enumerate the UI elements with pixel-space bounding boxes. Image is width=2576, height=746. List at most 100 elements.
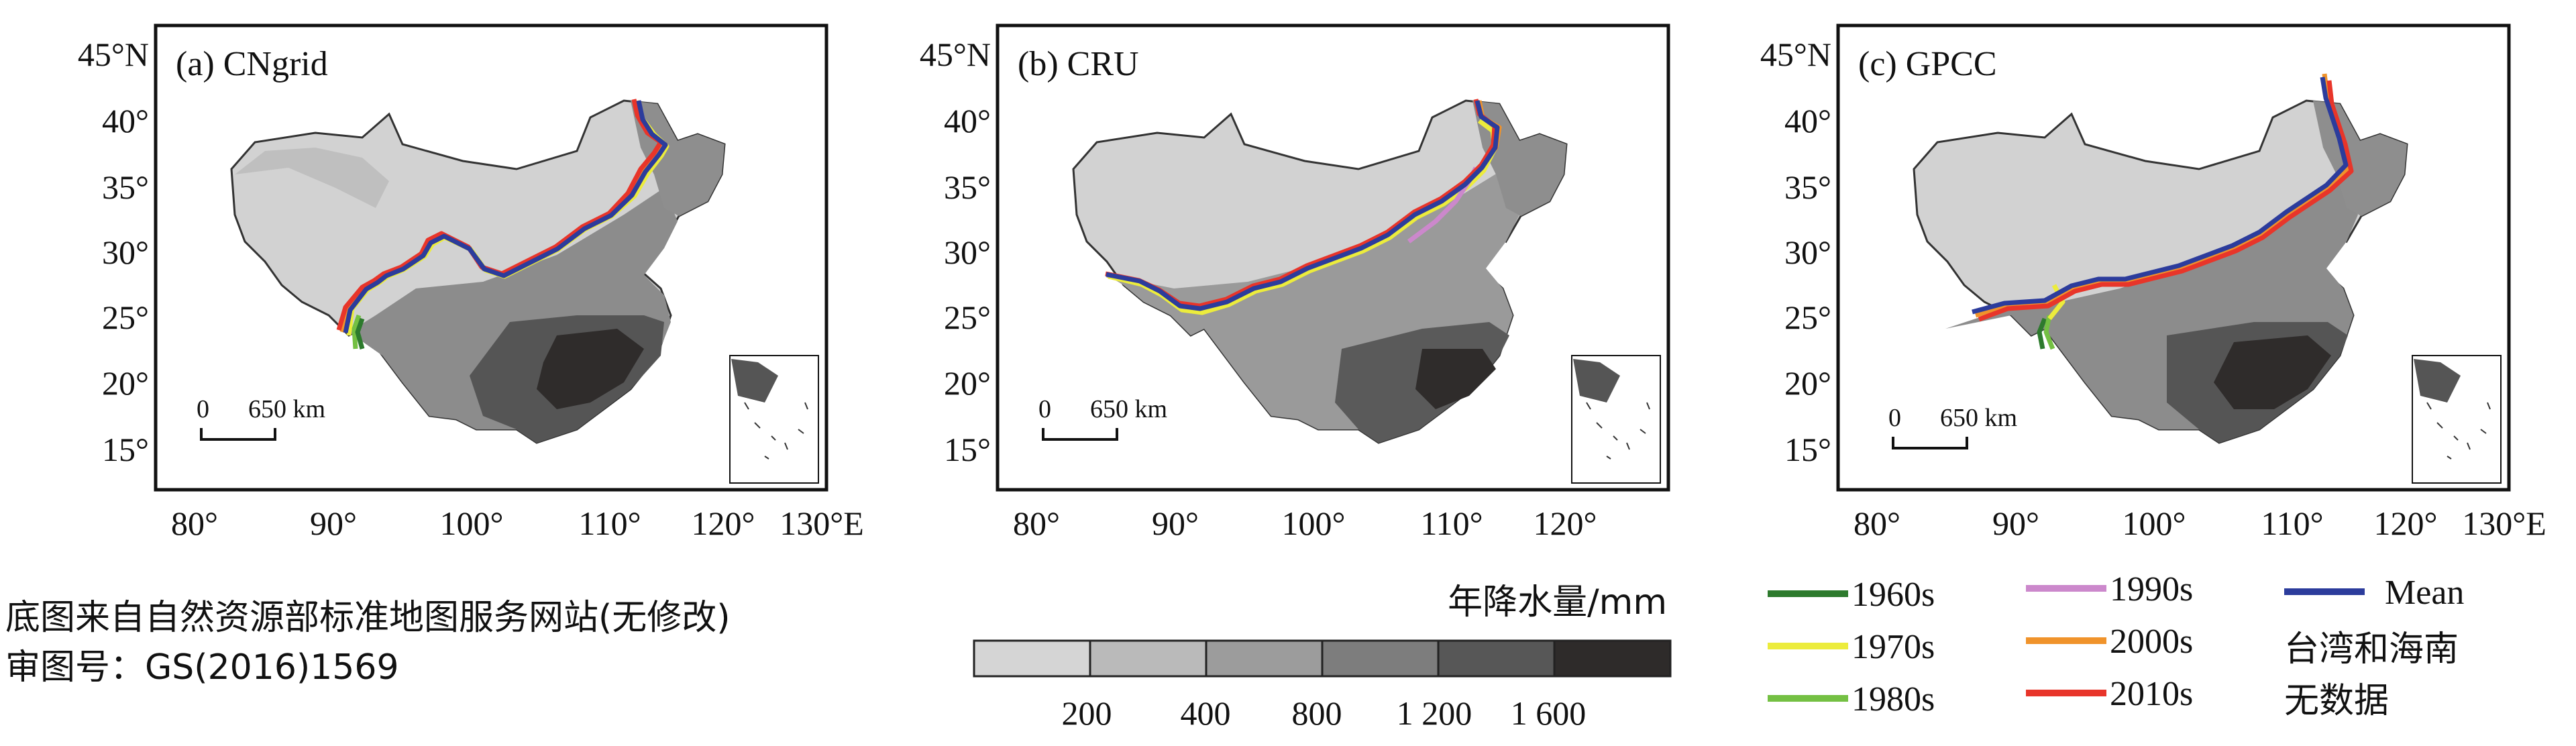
isohyet-lines (336, 99, 669, 350)
legend-item: 1960s (1768, 576, 1935, 614)
wet-region-core (1415, 349, 1496, 409)
wet-region-core (537, 329, 644, 409)
x-tick-label: 80° (1854, 504, 1900, 542)
panel-label: (b) CRU (1018, 45, 1139, 83)
y-tick-label: 25° (944, 299, 991, 336)
line-2010s (1105, 99, 1497, 309)
scale-bar: 0 650 km (1888, 404, 2017, 449)
line-1970s (2047, 284, 2065, 321)
legend-item: 1990s (2026, 570, 2193, 608)
y-tick-label: 15° (1784, 431, 1831, 468)
y-tick-label: 35° (102, 168, 149, 206)
wet-region-core (2214, 335, 2331, 409)
y-tick-label: 35° (944, 168, 991, 206)
panel-gpcc: 0 650 km (c) GPCC 45°N 40° 35° 30° 25° 2… (1760, 23, 2546, 542)
legend: 1960s 1970s 1980s 1990s 2000s 2010s Mean… (1768, 570, 2464, 721)
y-tick-label: 30° (102, 233, 149, 271)
colorbar-tick: 800 (1292, 694, 1342, 732)
legend-item: 1980s (1768, 680, 1935, 718)
source-note-line2: 审图号：GS(2016)1569 (5, 647, 399, 688)
y-tick-label: 45°N (78, 36, 149, 73)
line-1960s (2037, 317, 2047, 350)
y-tick-label: 20° (944, 364, 991, 402)
panel-label: (a) CNgrid (176, 45, 328, 83)
scale-bar-start: 0 (1038, 395, 1051, 423)
legend-label: 1960s (1851, 576, 1935, 614)
scale-bar-start: 0 (197, 395, 209, 423)
line-2010s (1978, 80, 2354, 322)
x-tick-label: 120° (2374, 504, 2438, 542)
x-tick-label: 110° (2261, 504, 2323, 542)
x-tick-label: 100° (1282, 504, 1346, 542)
y-tick-label: 30° (944, 233, 991, 271)
y-tick-label: 15° (102, 431, 149, 468)
y-tick-label: 40° (944, 102, 991, 140)
source-note: 底图来自自然资源部标准地图服务网站(无修改) 审图号：GS(2016)1569 (5, 598, 731, 688)
panel-cngrid: 0 650 km (a) CNgrid 45°N 40° 35° 30° 25°… (78, 23, 864, 542)
legend-label: 2010s (2110, 675, 2193, 713)
scale-bar-start: 0 (1888, 404, 1901, 432)
legend-note-line1: 台湾和海南 (2284, 629, 2459, 670)
x-tick-label: 130°E (2462, 504, 2546, 542)
inset-land (1573, 359, 1620, 403)
isohyet-lines (1105, 99, 1502, 315)
scale-bar: 0 650 km (1038, 395, 1167, 441)
dry-region-west (235, 148, 389, 208)
scale-bar-end: 650 km (248, 395, 325, 423)
panel-cru: 0 650 km (b) CRU 45°N 40° 35° 30° 25° 20… (920, 23, 1670, 542)
x-axis-labels: 80° 90° 100° 110° 120° 130°E (1854, 504, 2546, 542)
colorbar-swatch (1437, 639, 1556, 678)
colorbar-swatch (1553, 639, 1672, 678)
x-tick-label: 120° (692, 504, 755, 542)
inset-land (2414, 359, 2461, 403)
northeast-region (631, 101, 724, 216)
line-1980s (2043, 315, 2055, 350)
legend-label: 1980s (1851, 680, 1935, 718)
colorbar-swatch (1321, 639, 1440, 678)
legend-item: 2010s (2026, 675, 2193, 713)
y-axis-labels: 45°N 40° 35° 30° 25° 20° 15° (1760, 36, 1831, 468)
legend-label: 1970s (1851, 628, 1935, 666)
y-axis-labels: 45°N 40° 35° 30° 25° 20° 15° (920, 36, 991, 468)
inset-land (731, 359, 778, 403)
scale-bar: 0 650 km (197, 395, 325, 441)
legend-label: Mean (2385, 574, 2464, 612)
y-axis-labels: 45°N 40° 35° 30° 25° 20° 15° (78, 36, 149, 468)
inset-islands (2426, 402, 2491, 460)
y-tick-label: 20° (1784, 364, 1831, 402)
colorbar-swatch (1205, 639, 1324, 678)
x-tick-label: 80° (171, 504, 218, 542)
colorbar-swatch (1089, 639, 1208, 678)
y-tick-label: 25° (102, 299, 149, 336)
inset-islands (744, 402, 808, 460)
x-tick-label: 90° (310, 504, 357, 542)
colorbar-tick: 200 (1062, 694, 1112, 732)
y-tick-label: 40° (1784, 102, 1831, 140)
y-tick-label: 20° (102, 364, 149, 402)
line-1980s (352, 314, 362, 350)
x-tick-label: 110° (578, 504, 641, 542)
colorbar: 年降水量/mm 200 400 800 1 200 1 600 (973, 582, 1672, 732)
x-tick-label: 110° (1420, 504, 1483, 542)
inset-islands (1586, 402, 1650, 460)
x-tick-label: 120° (1534, 504, 1597, 542)
source-note-line1: 底图来自自然资源部标准地图服务网站(无修改) (5, 598, 731, 638)
legend-item: Mean (2284, 574, 2464, 612)
legend-label: 1990s (2110, 570, 2193, 608)
line-1960s (355, 317, 365, 350)
line-mean (343, 100, 668, 333)
x-tick-label: 90° (1992, 504, 2039, 542)
line-1970s (1108, 119, 1497, 315)
scale-bar-end: 650 km (1090, 395, 1167, 423)
y-tick-label: 25° (1784, 299, 1831, 336)
colorbar-tick: 1 600 (1511, 694, 1587, 732)
colorbar-swatch (973, 639, 1091, 678)
x-tick-label: 100° (440, 504, 504, 542)
y-tick-label: 35° (1784, 168, 1831, 206)
isohyet-lines (1972, 73, 2354, 350)
panel-label: (c) GPCC (1858, 45, 1997, 83)
colorbar-title: 年降水量/mm (1448, 582, 1667, 623)
legend-label: 2000s (2110, 623, 2193, 661)
y-tick-label: 45°N (920, 36, 991, 73)
